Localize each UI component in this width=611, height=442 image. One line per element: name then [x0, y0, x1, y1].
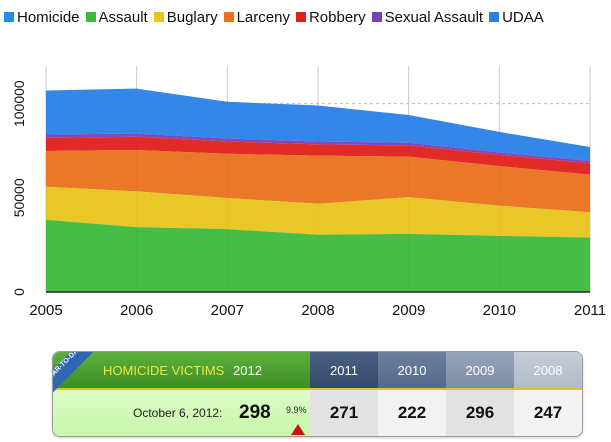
ytd-current-cell: October 6, 2012: 298 9.9%: [53, 390, 310, 436]
legend-label: UDAA: [502, 8, 544, 26]
legend-item: Buglary: [153, 8, 218, 26]
legend-swatch: [489, 12, 500, 22]
legend-label: Homicide: [17, 8, 80, 26]
ytd-current-value: 298: [239, 402, 271, 423]
legend-item: Sexual Assault: [371, 8, 484, 26]
ytd-value-2010: 222: [378, 390, 446, 436]
x-tick-label: 2005: [29, 302, 62, 319]
ytd-change-percent: 9.9%: [286, 405, 307, 415]
legend-swatch: [153, 12, 164, 22]
ytd-value-2009: 296: [446, 390, 514, 436]
legend-swatch: [295, 12, 306, 22]
legend-swatch: [85, 12, 96, 22]
stacked-area-chart: 2005 2006 2007 2008 2009 2010 2011 0 50000 100000: [11, 66, 606, 319]
legend-item: Assault: [85, 8, 148, 26]
legend-swatch: [223, 12, 234, 22]
legend-item: Robbery: [295, 8, 366, 26]
area-series-udaa: [46, 88, 590, 161]
area-series-robbery: [46, 136, 590, 175]
chart-legend: Homicide Assault Buglary Larceny Robbery Sexu…: [4, 7, 550, 27]
legend-label: Larceny: [236, 8, 290, 26]
y-tick-label: 0: [11, 288, 27, 296]
ytd-year-2011: 2011: [310, 352, 378, 388]
x-tick-label: 2010: [483, 302, 516, 319]
ytd-value-2011: 271: [310, 390, 378, 436]
ytd-header-main: HOMICIDE VICTIMS 2012: [53, 352, 310, 388]
ytd-value-2008: 247: [514, 390, 582, 436]
legend-item: UDAA: [489, 9, 544, 26]
legend-label: Buglary: [166, 8, 218, 26]
x-tick-label: 2008: [301, 302, 334, 319]
x-tick-label: 2006: [120, 302, 153, 319]
up-arrow-icon: [291, 424, 305, 435]
x-tick-label: 2009: [392, 302, 425, 319]
y-tick-label: 100000: [11, 80, 27, 127]
x-tick-label: 2011: [574, 302, 606, 319]
ytd-current-year: 2012: [233, 362, 262, 378]
ytd-date-label: October 6, 2012:: [133, 406, 223, 420]
area-series-larceny: [46, 149, 590, 213]
legend-label: Robbery: [308, 8, 366, 26]
area-series-sexual-assault: [46, 133, 590, 164]
y-tick-label: 50000: [11, 178, 27, 217]
ytd-year-2009: 2009: [446, 352, 514, 388]
ytd-separator: [53, 388, 582, 390]
ytd-label: HOMICIDE VICTIMS: [103, 362, 225, 378]
ytd-year-2010: 2010: [378, 352, 446, 388]
legend-item: Larceny: [223, 8, 290, 26]
ytd-panel: HOMICIDE VICTIMS 2012 2011 2010 2009 200…: [52, 351, 583, 437]
legend-item: Homicide: [4, 9, 80, 26]
legend-label: Sexual Assault: [384, 8, 484, 26]
ytd-value-row: October 6, 2012: 298 9.9% 271 222 296 24…: [53, 390, 582, 436]
ytd-header-row: HOMICIDE VICTIMS 2012 2011 2010 2009 200…: [53, 352, 582, 388]
legend-swatch: [371, 12, 382, 22]
legend-label: Assault: [98, 8, 148, 26]
legend-swatch: [4, 12, 14, 22]
ytd-year-2008: 2008: [514, 352, 582, 388]
area-series-assault: [46, 219, 590, 292]
area-series-buglary: [46, 186, 590, 238]
x-tick-label: 2007: [211, 302, 244, 319]
